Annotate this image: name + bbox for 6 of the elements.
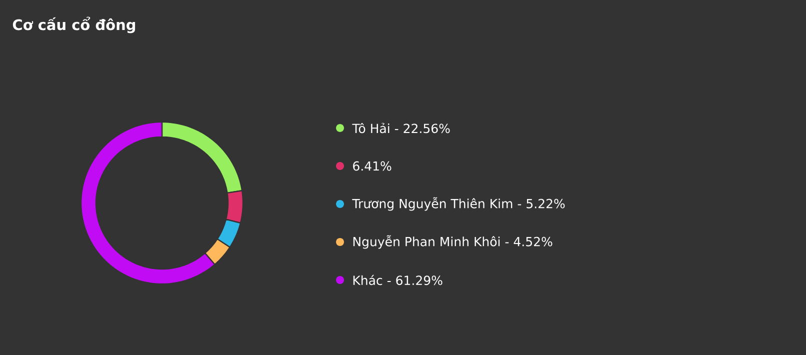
legend-label: Nguyễn Phan Minh Khôi - 4.52%: [353, 235, 552, 249]
legend-label: Khác - 61.29%: [353, 274, 442, 286]
legend-label: Tô Hải - 22.56%: [352, 122, 450, 134]
legend-label: Trương Nguyễn Thiên Kim - 5.22%: [352, 197, 565, 211]
chart-title: Cơ cấu cổ đông: [12, 16, 136, 34]
legend-label: 6.41%: [353, 161, 392, 171]
